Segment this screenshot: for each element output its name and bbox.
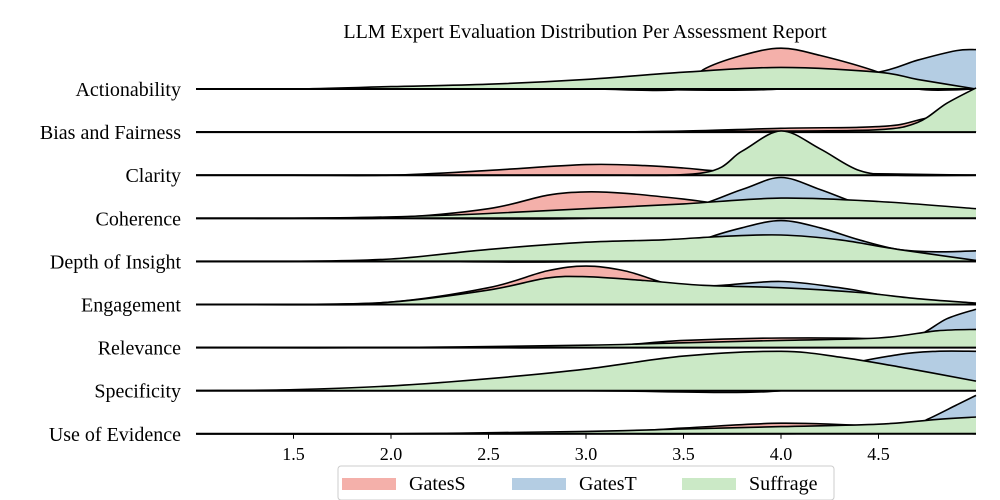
row-label: Relevance — [98, 338, 181, 360]
ridge-area-suffrage — [196, 329, 976, 348]
chart-title: LLM Expert Evaluation Distribution Per A… — [343, 21, 827, 43]
legend-label-gatess: GatesS — [409, 473, 466, 495]
legend-swatch-gatess — [342, 478, 396, 490]
ridge-line-suffrage — [195, 350, 977, 392]
ridge-line-suffrage — [195, 87, 977, 133]
x-tick-label: 2.0 — [380, 444, 403, 464]
ridge-row-bias-and-fairness — [195, 87, 977, 134]
x-tick-label: 3.0 — [575, 444, 598, 464]
ridge-row-actionability — [195, 47, 977, 92]
legend-label-suffrage: Suffrage — [749, 473, 818, 495]
ridge-area-suffrage — [196, 130, 976, 176]
ridge-row-depth-of-insight — [195, 219, 977, 263]
ridges-group — [195, 47, 977, 435]
row-label: Depth of Insight — [50, 251, 182, 273]
row-labels: Actionability Bias and Fairness Clarity Coh… — [40, 79, 182, 446]
ridge-area-suffrage — [196, 198, 976, 219]
ridge-row-relevance — [195, 308, 977, 349]
ridge-row-specificity — [195, 350, 977, 394]
legend-frame — [337, 465, 835, 500]
legend-swatch-suffrage — [682, 478, 736, 490]
ridge-area-suffrage — [196, 417, 976, 434]
x-tick-label: 4.5 — [867, 444, 890, 464]
x-tick-label: 3.5 — [672, 444, 695, 464]
ridge-row-engagement — [195, 265, 977, 306]
ridge-area-gatess — [196, 164, 976, 176]
x-tick-label: 1.5 — [282, 444, 305, 464]
legend-swatch-gatest — [512, 478, 566, 490]
x-tick-label: 2.5 — [477, 444, 500, 464]
ridge-area-suffrage — [196, 234, 976, 262]
x-axis: 1.5 2.0 2.5 3.0 3.5 4.0 4.5 — [282, 433, 890, 464]
x-tick-label: 4.0 — [770, 444, 793, 464]
row-label: Clarity — [125, 165, 181, 187]
ridge-area-suffrage — [196, 67, 976, 90]
ridge-row-clarity — [196, 130, 977, 177]
ridge-area-suffrage — [196, 276, 976, 305]
row-label: Specificity — [94, 381, 181, 403]
ridge-row-use-of-evidence — [195, 394, 977, 435]
row-label: Bias and Fairness — [40, 122, 181, 144]
legend-label-gatest: GatesT — [579, 473, 637, 495]
ridge-area-suffrage — [196, 351, 976, 391]
legend: GatesS GatesT Suffrage — [337, 465, 835, 500]
row-label: Engagement — [81, 295, 181, 317]
ridge-row-coherence — [195, 176, 977, 220]
row-label: Coherence — [95, 208, 181, 230]
row-label: Actionability — [75, 79, 181, 101]
row-label: Use of Evidence — [49, 424, 181, 446]
ridge-area-suffrage — [196, 87, 976, 133]
